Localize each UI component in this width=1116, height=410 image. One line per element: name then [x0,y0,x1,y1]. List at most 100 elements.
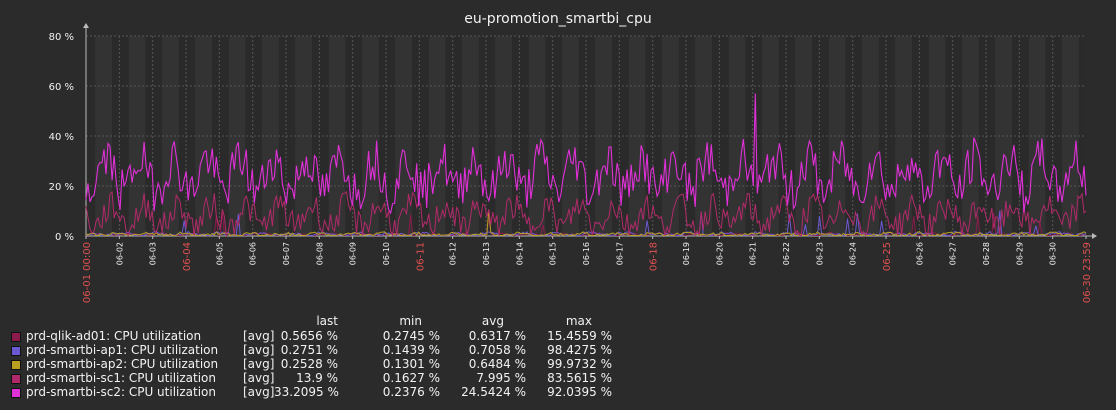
x-tick-label: 06-29 [1015,242,1024,265]
legend-last-value: 33.2095 % [274,385,339,399]
legend-avg-value: 0.6317 % [468,329,526,343]
night-band [652,36,662,236]
legend-row: prd-smartbi-ap1: CPU utilization [avg] 0… [0,343,700,357]
legend-header-avg: avg [481,314,504,328]
night-band [245,36,253,236]
legend-series-name: prd-smartbi-sc1: CPU utilization [26,371,217,385]
night-band [545,36,553,236]
night-band [452,36,462,236]
legend-header-min: min [399,314,422,328]
night-band [752,36,762,236]
x-tick-label: 06-28 [982,242,991,265]
y-tick-label: 40 % [49,132,74,143]
legend-row: prd-smartbi-sc2: CPU utilization [avg] 3… [0,385,700,399]
legend-max-value: 99.9732 % [547,357,612,371]
x-tick-label: 06-23 [815,242,824,265]
legend-min-value: 0.2376 % [382,385,440,399]
x-tick-label: 06-04 [182,242,193,271]
x-tick-label: 06-30 23:59 [1082,242,1093,303]
legend-last-value: 0.2528 % [280,357,338,371]
x-tick-label: 06-18 [649,242,660,271]
legend-series-agg: [avg] [243,357,275,371]
legend-avg-value: 7.995 % [476,371,526,385]
x-tick-label: 06-12 [449,242,458,265]
x-tick-label: 06-25 [882,242,893,271]
legend-row: prd-qlik-ad01: CPU utilization [avg] 0.5… [0,329,700,343]
legend-max-value: 92.0395 % [547,385,612,399]
legend-last-value: 13.9 % [296,371,338,385]
y-tick-label: 20 % [49,182,74,193]
night-band [845,36,853,236]
x-tick-label: 06-02 [115,242,124,265]
legend-series-agg: [avg] [243,385,275,399]
legend-min-value: 0.2745 % [382,329,440,343]
y-tick-label: 60 % [49,82,74,93]
x-tick-label: 06-09 [349,242,358,265]
legend-series-agg: [avg] [243,371,275,385]
night-band [345,36,353,236]
x-tick-label: 06-16 [582,242,591,265]
night-band [745,36,753,236]
legend-avg-value: 0.7058 % [468,343,526,357]
night-band [552,36,562,236]
legend-row: prd-smartbi-ap2: CPU utilization [avg] 0… [0,357,700,371]
y-tick-label: 0 % [55,232,74,243]
night-band [852,36,862,236]
legend-min-value: 0.1301 % [382,357,440,371]
legend-swatch [11,332,21,342]
legend-avg-value: 24.5424 % [461,385,526,399]
night-band [152,36,162,236]
legend-last-value: 0.5656 % [280,329,338,343]
night-band [252,36,262,236]
x-tick-label: 06-27 [949,242,958,265]
night-band [645,36,653,236]
x-tick-label: 06-08 [315,242,324,265]
legend-header-last: last [316,314,338,328]
x-tick-label: 06-20 [715,242,724,265]
x-axis-arrow [1092,233,1097,239]
legend-max-value: 15.4559 % [547,329,612,343]
legend-last-value: 0.2751 % [280,343,338,357]
y-tick-label: 80 % [49,32,74,43]
x-tick-label: 06-06 [249,242,258,265]
x-tick-label: 06-01 00:00 [82,242,93,303]
x-tick-label: 06-17 [615,242,624,265]
x-tick-label: 06-05 [215,242,224,265]
night-band [945,36,953,236]
series-line [85,93,1087,215]
x-tick-label: 06-30 [1049,242,1058,265]
legend-swatch [11,374,21,384]
series-line [85,190,1087,238]
night-band [1045,36,1053,236]
legend-series-agg: [avg] [243,329,275,343]
legend-swatch [11,346,21,356]
legend-avg-value: 0.6484 % [468,357,526,371]
series-line [86,210,1087,237]
legend-max-value: 83.5615 % [547,371,612,385]
chart-svg: eu-promotion_smartbi_cpu 0 % 20 % 40 % 60 % 8… [49,11,1097,303]
legend-swatch [11,388,21,398]
series-line [85,210,1087,237]
legend-row: prd-smartbi-sc1: CPU utilization [avg] 1… [0,371,700,385]
legend-max-value: 98.4275 % [547,343,612,357]
night-band [952,36,962,236]
x-tick-label: 06-15 [549,242,558,265]
x-tick-label: 06-11 [415,242,426,271]
x-tick-label: 06-26 [915,242,924,265]
series-line [85,209,1087,237]
legend-series-name: prd-smartbi-ap1: CPU utilization [26,343,219,357]
night-band [145,36,153,236]
x-tick-label: 06-21 [749,242,758,265]
legend-series-name: prd-qlik-ad01: CPU utilization [26,329,202,343]
legend-min-value: 0.1627 % [382,371,440,385]
y-axis-arrow [83,23,89,28]
night-band [352,36,362,236]
x-tick-label: 06-10 [382,242,391,265]
legend-series-name: prd-smartbi-ap2: CPU utilization [26,357,219,371]
x-tick-label: 06-13 [482,242,491,265]
legend-swatch [11,360,21,370]
x-tick-label: 06-03 [149,242,158,265]
legend-series-name: prd-smartbi-sc2: CPU utilization [26,385,217,399]
x-tick-label: 06-24 [849,242,858,265]
x-tick-label: 06-19 [682,242,691,265]
